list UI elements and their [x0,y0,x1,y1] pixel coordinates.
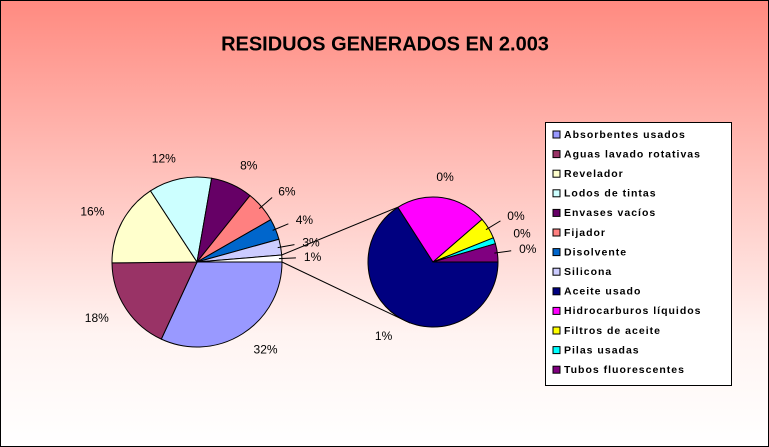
legend-label: Hidrocarburos líquidos [564,305,702,317]
legend-label: Aceite usado [564,286,641,298]
legend-box [545,122,732,386]
legend-label: Revelador [564,168,624,180]
data-label: 4% [296,213,314,227]
legend-label: Envases vacíos [564,207,656,219]
leader-line [485,220,501,231]
legend-swatch [552,365,561,374]
pie-slice [397,196,483,263]
data-label: 12% [152,151,176,165]
pie-slice [160,261,283,348]
legend-swatch [552,130,561,139]
data-label: 6% [278,185,296,199]
leader-line [258,197,273,209]
legend-swatch [552,287,561,296]
legend-swatch [552,248,561,257]
connector-line [281,206,398,256]
data-label: 18% [85,311,109,325]
leader-line [494,250,512,254]
legend-swatch [552,189,561,198]
legend-label: Lodos de tintas [564,188,657,200]
data-label: 1% [304,250,322,264]
pie-slice [111,261,198,340]
legend-label: Absorbentes usados [564,129,686,141]
legend-swatch [552,326,561,335]
data-label: 0% [519,242,537,256]
legend-label: Tubos fluorescentes [564,364,685,376]
leader-line [278,257,296,260]
data-label: 0% [507,209,525,223]
legend-label: Filtros de aceite [564,325,661,337]
legend-label: Silicona [564,266,612,278]
legend-swatch [552,267,561,276]
pie-slice [367,206,499,328]
leader-line [272,223,289,231]
legend-swatch [552,306,561,315]
pie-slice [111,190,198,264]
leader-line [277,244,295,249]
data-label: 1% [375,329,393,343]
legend-label: Aguas lavado rotativas [564,148,701,160]
legend-swatch [552,228,561,237]
legend-label: Pilas usadas [564,344,640,356]
data-label: 8% [240,158,258,172]
legend-swatch [552,169,561,178]
connector-line [281,261,411,324]
data-label: 32% [254,343,278,357]
data-label: 16% [80,205,104,219]
legend-swatch [552,150,561,159]
data-label: 0% [436,170,454,184]
legend-swatch [552,208,561,217]
data-label: 0% [513,226,531,240]
chart-title: RESIDUOS GENERADOS EN 2.003 [221,33,549,55]
legend-label: Disolvente [564,246,627,258]
legend-swatch [552,346,561,355]
pie-slice [149,176,213,264]
legend-label: Fijador [564,227,606,239]
